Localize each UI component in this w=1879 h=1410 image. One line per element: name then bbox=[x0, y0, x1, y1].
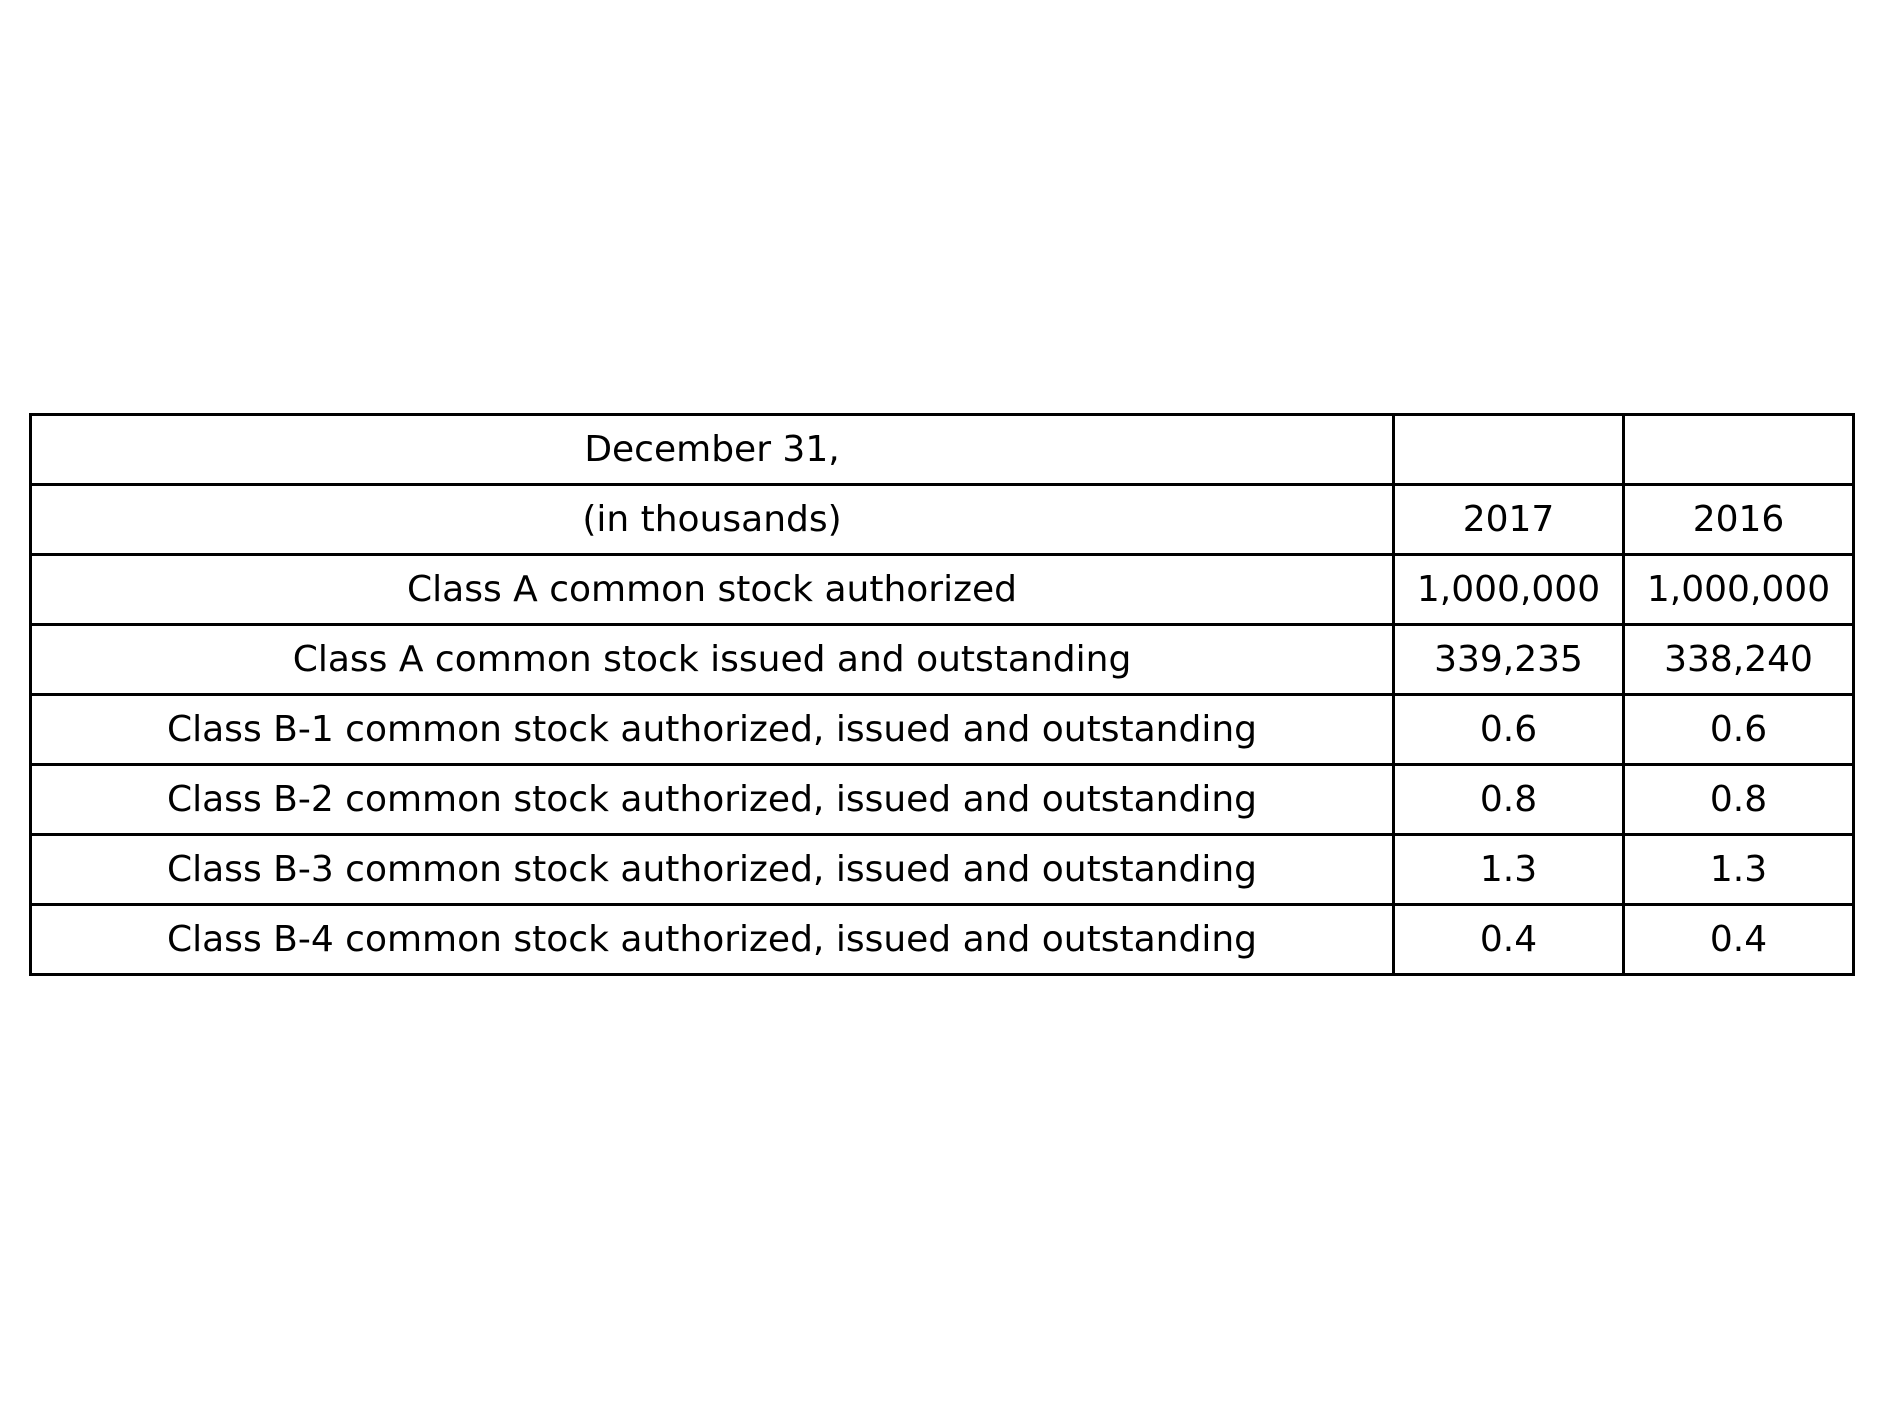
table-row: Class B-3 common stock authorized, issue… bbox=[29, 833, 1855, 906]
label-cell: Class B-4 common stock authorized, issue… bbox=[29, 903, 1395, 976]
year-2017-cell: 0.4 bbox=[1392, 903, 1625, 976]
label-cell: Class A common stock authorized bbox=[29, 553, 1395, 626]
year-2017-cell: 1,000,000 bbox=[1392, 553, 1625, 626]
table-header-row: December 31, bbox=[29, 413, 1855, 486]
label-cell: Class B-2 common stock authorized, issue… bbox=[29, 763, 1395, 836]
year-2016-cell: 0.4 bbox=[1622, 903, 1855, 976]
label-cell: December 31, bbox=[29, 413, 1395, 486]
year-2017-cell: 0.6 bbox=[1392, 693, 1625, 766]
table-row: Class B-4 common stock authorized, issue… bbox=[29, 903, 1855, 976]
label-cell: Class B-1 common stock authorized, issue… bbox=[29, 693, 1395, 766]
table-header-row: (in thousands) 2017 2016 bbox=[29, 483, 1855, 556]
year-2017-cell bbox=[1392, 413, 1625, 486]
table-row: Class A common stock issued and outstand… bbox=[29, 623, 1855, 696]
label-cell: (in thousands) bbox=[29, 483, 1395, 556]
table-row: Class B-2 common stock authorized, issue… bbox=[29, 763, 1855, 836]
year-2016-cell: 1.3 bbox=[1622, 833, 1855, 906]
stock-table: December 31, (in thousands) 2017 2016 Class … bbox=[29, 413, 1855, 976]
year-2017-cell: 2017 bbox=[1392, 483, 1625, 556]
year-2016-cell: 338,240 bbox=[1622, 623, 1855, 696]
year-2016-cell: 2016 bbox=[1622, 483, 1855, 556]
table-row: Class B-1 common stock authorized, issue… bbox=[29, 693, 1855, 766]
year-2017-cell: 1.3 bbox=[1392, 833, 1625, 906]
year-2016-cell: 1,000,000 bbox=[1622, 553, 1855, 626]
year-2017-cell: 339,235 bbox=[1392, 623, 1625, 696]
stock-table-body: December 31, (in thousands) 2017 2016 Class … bbox=[29, 413, 1855, 976]
year-2017-cell: 0.8 bbox=[1392, 763, 1625, 836]
year-2016-cell bbox=[1622, 413, 1855, 486]
year-2016-cell: 0.8 bbox=[1622, 763, 1855, 836]
label-cell: Class A common stock issued and outstand… bbox=[29, 623, 1395, 696]
table-row: Class A common stock authorized 1,000,000… bbox=[29, 553, 1855, 626]
year-2016-cell: 0.6 bbox=[1622, 693, 1855, 766]
label-cell: Class B-3 common stock authorized, issue… bbox=[29, 833, 1395, 906]
